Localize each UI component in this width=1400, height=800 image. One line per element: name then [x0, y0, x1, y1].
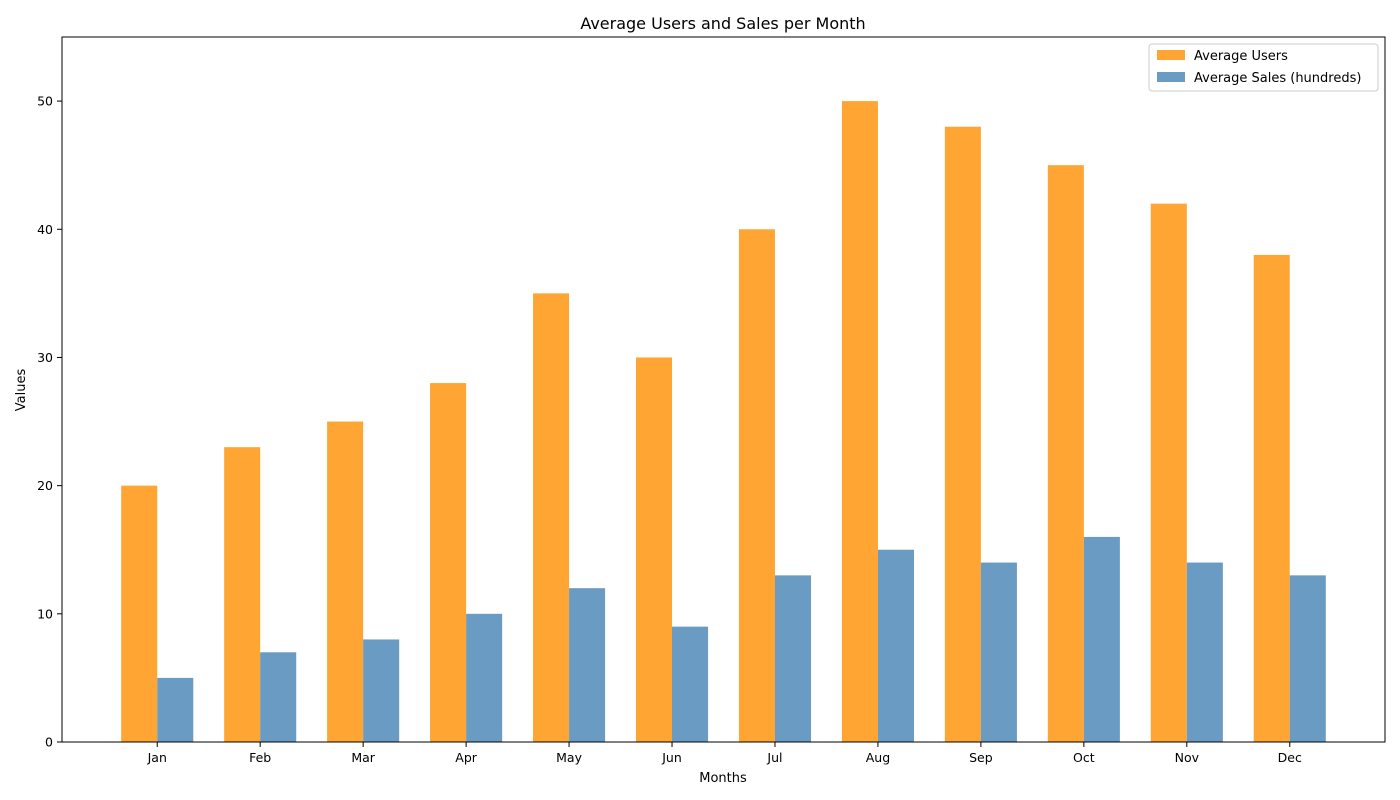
- bar-users-oct: [1047, 165, 1084, 742]
- x-tick-label-apr: Apr: [455, 750, 477, 765]
- x-tick-label-mar: Mar: [351, 750, 375, 765]
- bar-users-apr: [430, 383, 467, 742]
- bar-sales-jul: [774, 575, 812, 742]
- legend-swatch-users: [1157, 50, 1185, 60]
- x-tick-label-feb: Feb: [249, 750, 271, 765]
- x-axis-label: Months: [699, 771, 747, 786]
- bar-users-jul: [738, 229, 775, 742]
- x-axis-ticks: Jan Feb Mar Apr May Jun Jul Aug Sep Oct Nov Dec: [147, 742, 1302, 765]
- legend-label-users: Average Users: [1194, 49, 1288, 64]
- bar-users-jan: [121, 485, 158, 742]
- x-tick-label-sep: Sep: [969, 750, 993, 765]
- plot-frame: [61, 36, 1386, 743]
- bar-users-nov: [1150, 203, 1187, 742]
- legend: Average Users Average Sales (hundreds): [1148, 43, 1379, 92]
- y-tick-label: 20: [37, 478, 53, 493]
- legend-swatch-sales: [1157, 72, 1185, 82]
- x-tick-label-oct: Oct: [1073, 750, 1095, 765]
- bar-users-sep: [944, 126, 981, 743]
- y-axis-ticks: 0 10 20 30 40 50: [37, 94, 62, 750]
- y-tick-label: 40: [37, 222, 53, 237]
- x-tick-label-jul: Jul: [766, 750, 782, 765]
- x-tick-label-dec: Dec: [1278, 750, 1302, 765]
- bar-sales-mar: [363, 639, 400, 742]
- bar-users-mar: [327, 421, 364, 742]
- bar-users-feb: [224, 447, 261, 742]
- y-tick-label: 50: [37, 94, 53, 109]
- bar-users-may: [533, 293, 570, 742]
- y-tick-label: 10: [37, 606, 53, 621]
- x-tick-label-nov: Nov: [1175, 750, 1200, 765]
- y-tick-label: 30: [37, 350, 53, 365]
- x-tick-label-jan: Jan: [147, 750, 167, 765]
- bar-users-jun: [635, 357, 673, 742]
- bar-sales-jan: [157, 677, 194, 742]
- legend-label-sales: Average Sales (hundreds): [1194, 71, 1361, 86]
- bar-sales-dec: [1289, 575, 1326, 742]
- bar-sales-sep: [980, 562, 1017, 742]
- bar-users-dec: [1253, 254, 1290, 742]
- bar-sales-feb: [260, 652, 297, 742]
- bar-sales-apr: [466, 613, 503, 742]
- bar-sales-aug: [877, 549, 914, 742]
- y-axis-label: Values: [14, 369, 29, 412]
- bar-sales-nov: [1186, 562, 1223, 742]
- bar-sales-oct: [1083, 536, 1120, 742]
- bar-sales-jun: [672, 626, 709, 742]
- bars-group: [121, 101, 1326, 743]
- bar-users-aug: [841, 101, 878, 743]
- x-tick-label-aug: Aug: [866, 750, 890, 765]
- bar-sales-may: [569, 588, 606, 742]
- x-tick-label-may: May: [556, 750, 582, 765]
- legend-box: [1148, 43, 1379, 92]
- y-tick-label: 0: [45, 735, 53, 750]
- chart-title: Average Users and Sales per Month: [580, 14, 865, 33]
- x-tick-label-jun: Jun: [661, 750, 682, 765]
